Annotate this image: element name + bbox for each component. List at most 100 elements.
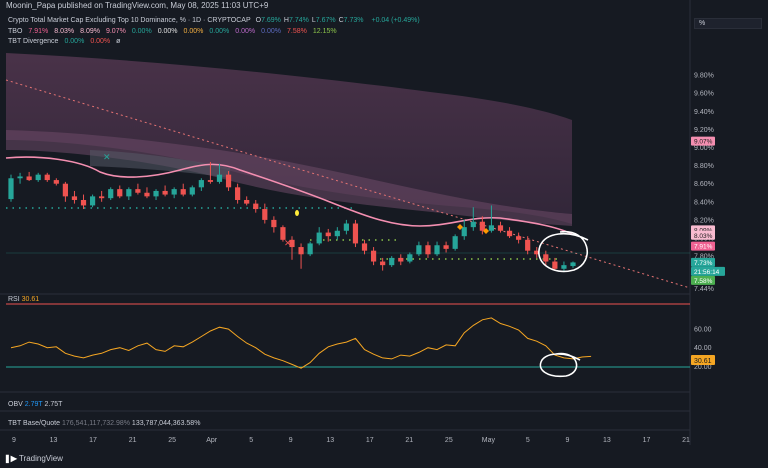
tbt-base-value-1: 176,541,117,732.98% — [61, 420, 130, 427]
candle-body — [44, 174, 50, 181]
candle-body — [479, 221, 485, 231]
price-badge-bg — [691, 266, 725, 276]
ohlc-key: C — [338, 17, 344, 24]
obv-value-1: 2.79T — [24, 401, 43, 408]
candle-body — [153, 190, 159, 197]
tradingview-brand: TradingView — [18, 454, 63, 463]
candle-body — [543, 254, 549, 262]
obv-value-2: 2.75T — [44, 401, 63, 408]
candle-body — [253, 203, 259, 210]
tbt-legend-title: TBT Divergence — [8, 38, 59, 45]
candle-body — [361, 243, 368, 251]
candle-body — [280, 227, 286, 240]
time-tick-label: 5 — [249, 437, 253, 444]
candle-body — [398, 257, 404, 262]
candle-body — [561, 265, 567, 269]
price-tick-label: 9.20% — [694, 127, 714, 134]
price-badge-bg — [691, 230, 715, 240]
ohlc-values: O7.69% H7.74% L7.67% C7.73% — [256, 17, 367, 24]
rsi-axis[interactable]: 60.00 40.00 20.00 — [694, 327, 712, 371]
time-axis[interactable]: 9 13 17 21 25 Apr 5 9 13 17 21 25 May 5 9 13 17 21 — [12, 437, 690, 444]
ohlc-value: 7.74% — [288, 17, 309, 24]
candle-body — [207, 180, 214, 182]
rsi-tick-label: 20.00 — [694, 364, 712, 371]
price-badge: 9.07% — [694, 139, 713, 146]
tradingview-icon: ❚▶ — [4, 454, 17, 463]
candle-body — [316, 232, 322, 244]
candle-body — [389, 257, 395, 266]
candle-body — [117, 189, 123, 197]
legend-value: 7.58% — [286, 28, 307, 35]
candle-body — [244, 199, 250, 204]
candle-body — [298, 247, 304, 255]
candle-body — [470, 221, 476, 228]
candle-body — [334, 230, 340, 237]
tbo-legend-title: TBO — [8, 28, 23, 35]
ohlc-key: H — [283, 17, 289, 24]
price-badge-bg — [691, 257, 715, 267]
candle-body — [407, 254, 413, 262]
time-tick-label: 21 — [405, 437, 413, 444]
candle-body — [570, 262, 576, 267]
rsi-tick-label: 60.00 — [694, 327, 712, 334]
candle-body — [180, 189, 186, 195]
price-badge: 21:56:14 — [694, 269, 720, 276]
legend-value: 0.00% — [90, 38, 111, 45]
candle-body — [225, 174, 232, 188]
obv-title: OBV — [8, 401, 23, 408]
candle-body — [53, 180, 59, 184]
candle-body — [370, 250, 377, 262]
candle-body — [488, 225, 495, 231]
price-tick-label: 9.60% — [694, 91, 714, 98]
price-tick-label: 9.00% — [694, 145, 714, 152]
price-badge-bg — [691, 275, 715, 285]
candle-body — [461, 227, 467, 237]
price-badge: 7.91% — [694, 244, 713, 251]
candle-body — [325, 232, 331, 237]
time-tick-label: 5 — [526, 437, 530, 444]
candle-body — [289, 239, 295, 248]
legend-value: 0.00% — [131, 28, 152, 35]
price-tick-label: 8.60% — [694, 181, 714, 188]
candle-body — [126, 189, 132, 197]
candle-body — [235, 187, 241, 200]
change-value: +0.04 (+0.49%) — [371, 17, 420, 24]
legend-value: 8.03% — [54, 28, 75, 35]
candle-body — [198, 180, 204, 188]
candle-body — [162, 190, 168, 195]
candle-body — [17, 176, 23, 179]
price-tick-label: 8.20% — [694, 217, 714, 224]
candle-body — [307, 243, 313, 255]
ohlc-value: 7.67% — [315, 17, 336, 24]
candle-body — [434, 245, 440, 255]
tbo-legend-values: 7.91% 8.03% 8.09% 9.07% 0.00% 0.00% 0.00% 0.00%… — [25, 28, 339, 35]
rsi-legend: RSI 30.61 — [8, 296, 39, 303]
price-tick-label: 8.80% — [694, 163, 714, 170]
candle-body — [80, 199, 87, 206]
rsi-value-badge-bg — [691, 355, 715, 365]
hand-drawn-circle — [538, 231, 589, 273]
candle-body — [171, 189, 177, 195]
candle-body — [135, 189, 141, 193]
time-tick-label: 25 — [168, 437, 176, 444]
legend-value: 0.00% — [235, 28, 256, 35]
candle-body — [262, 209, 268, 220]
legend-value: 0.00% — [183, 28, 204, 35]
yellow-marker — [295, 210, 299, 216]
candle-body — [516, 236, 522, 240]
red-x-marker: ✕ — [284, 238, 292, 248]
ohlc-value: 7.69% — [261, 17, 281, 24]
candle-body — [62, 183, 68, 197]
tradingview-logo[interactable]: ❚▶ TradingView — [4, 454, 63, 463]
candle-body — [99, 196, 105, 199]
candle-body — [552, 261, 558, 269]
time-tick-label: 17 — [89, 437, 97, 444]
trend-line — [5, 79, 691, 289]
price-axis[interactable]: 9.80% 9.60% 9.40% 9.20% 9.00% 8.80% 8.60% 8.40%… — [694, 73, 714, 294]
price-tick-label: 8.40% — [694, 199, 714, 206]
price-badge-bg — [691, 241, 715, 251]
percent-scale-button[interactable]: % — [694, 18, 762, 29]
tbo-legend: TBO 7.91% 8.03% 8.09% 9.07% 0.00% 0.00% 0.00% 0.… — [8, 28, 343, 35]
candle-body — [497, 225, 504, 231]
